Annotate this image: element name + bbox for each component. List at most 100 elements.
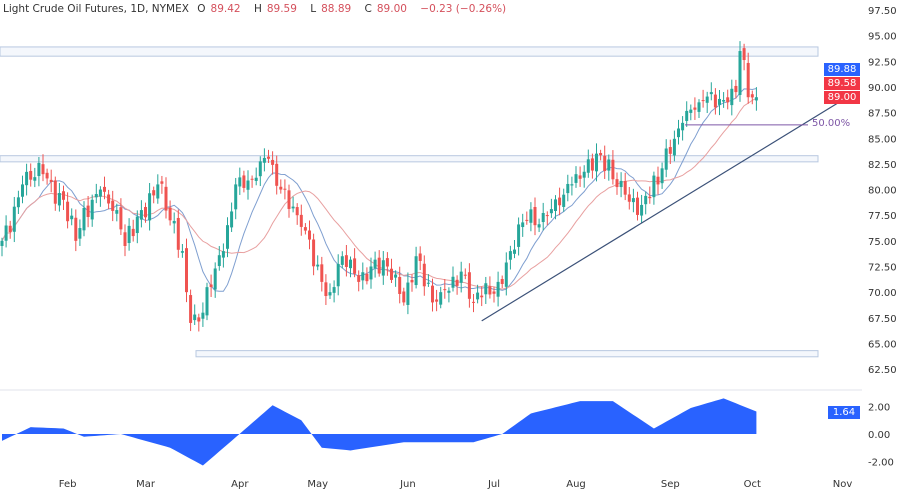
- indicator-area: [2, 398, 757, 466]
- candle-body: [447, 290, 451, 293]
- candle-body: [115, 210, 119, 214]
- candle-body: [262, 157, 266, 163]
- candle-body: [562, 194, 566, 207]
- time-tick-label: Mar: [136, 479, 156, 490]
- time-tick-label: May: [307, 479, 328, 490]
- candle-body: [754, 97, 758, 101]
- candle-body: [435, 299, 439, 302]
- candle-body: [504, 262, 508, 287]
- candle-body: [86, 205, 90, 217]
- candle-body: [242, 175, 246, 188]
- time-tick-label: Nov: [833, 479, 853, 490]
- candle-body: [541, 212, 545, 223]
- time-tick-label: Apr: [231, 479, 249, 490]
- candle-body: [513, 249, 516, 254]
- candle-body: [472, 301, 475, 303]
- candle-body: [336, 263, 340, 287]
- candle-body: [599, 152, 603, 156]
- candle-body: [152, 190, 156, 196]
- candle-body: [668, 147, 672, 154]
- candle-body: [246, 180, 250, 190]
- candle-body: [103, 186, 106, 192]
- ma-fast-price-tag: 89.88: [824, 63, 860, 76]
- candle-body: [90, 199, 94, 220]
- candle-body: [70, 215, 74, 220]
- candle-body: [365, 273, 369, 282]
- candle-body: [385, 258, 389, 267]
- candle-body: [74, 217, 78, 241]
- candle-body: [12, 206, 16, 232]
- candle-body: [402, 291, 406, 303]
- candle-body: [312, 239, 316, 267]
- candle-body: [574, 174, 578, 183]
- indicator-tick-label: 0.00: [868, 430, 890, 441]
- candle-body: [459, 271, 463, 283]
- candle-body: [672, 138, 676, 156]
- candle-body: [377, 257, 381, 274]
- candle-body: [738, 51, 742, 95]
- candle-body: [349, 259, 352, 269]
- candle-body: [660, 168, 664, 184]
- candle-body: [742, 48, 746, 61]
- candle-body: [324, 282, 328, 297]
- close-label: C: [364, 3, 372, 15]
- time-tick-label: Aug: [566, 479, 586, 490]
- close-value: 89.00: [376, 3, 407, 15]
- candle-body: [607, 159, 611, 171]
- candle-body: [254, 177, 258, 181]
- candle-body: [595, 153, 598, 172]
- candle-body: [476, 292, 480, 300]
- candle-body: [689, 109, 693, 113]
- candle-body: [685, 110, 689, 121]
- candle-body: [713, 94, 717, 108]
- support-resistance-zone: [0, 46, 819, 57]
- candle-body: [135, 216, 139, 234]
- candle-body: [303, 227, 307, 231]
- candle-body: [443, 289, 447, 291]
- candle-body: [373, 259, 377, 269]
- candle-body: [693, 107, 697, 110]
- candle-body: [619, 180, 623, 188]
- candle-body: [611, 159, 615, 180]
- candle-body: [414, 256, 418, 286]
- time-tick-label: Oct: [744, 479, 761, 490]
- candle-body: [33, 177, 37, 181]
- candle-body: [746, 62, 750, 98]
- high-value: 89.59: [266, 3, 297, 15]
- candle-body: [353, 258, 357, 274]
- price-tick-label: 67.50: [868, 314, 897, 325]
- candle-body: [176, 217, 180, 250]
- candle-body: [107, 194, 111, 204]
- candle-body: [451, 276, 455, 288]
- candle-body: [62, 191, 65, 200]
- candle-body: [49, 179, 53, 183]
- candle-body: [53, 180, 57, 204]
- candle-body: [168, 207, 172, 221]
- ma-slow-price-tag: 89.58: [824, 77, 860, 90]
- candle-body: [283, 188, 287, 190]
- fib-50-label: 50.00%: [812, 118, 851, 129]
- candle-body: [21, 184, 24, 197]
- candle-body: [160, 181, 164, 184]
- candle-body: [164, 186, 168, 211]
- candle-body: [271, 159, 275, 165]
- candle-body: [221, 251, 225, 258]
- price-tick-label: 90.00: [868, 83, 897, 94]
- support-resistance-zone: [0, 155, 819, 163]
- candle-body: [320, 264, 324, 282]
- candle-body: [172, 220, 176, 224]
- open-label: O: [197, 3, 206, 15]
- candle-body: [394, 274, 398, 278]
- price-tick-label: 62.50: [868, 365, 897, 376]
- candle-body: [234, 184, 238, 210]
- symbol-title: Light Crude Oil Futures, 1D, NYMEX: [3, 3, 189, 15]
- price-tick-label: 75.00: [868, 237, 897, 248]
- candle-body: [549, 209, 553, 214]
- candle-body: [426, 282, 430, 284]
- price-tick-label: 77.50: [868, 211, 897, 222]
- candle-body: [406, 282, 410, 305]
- price-tick-label: 85.00: [868, 134, 897, 145]
- candle-body: [197, 317, 201, 322]
- candle-body: [250, 178, 254, 180]
